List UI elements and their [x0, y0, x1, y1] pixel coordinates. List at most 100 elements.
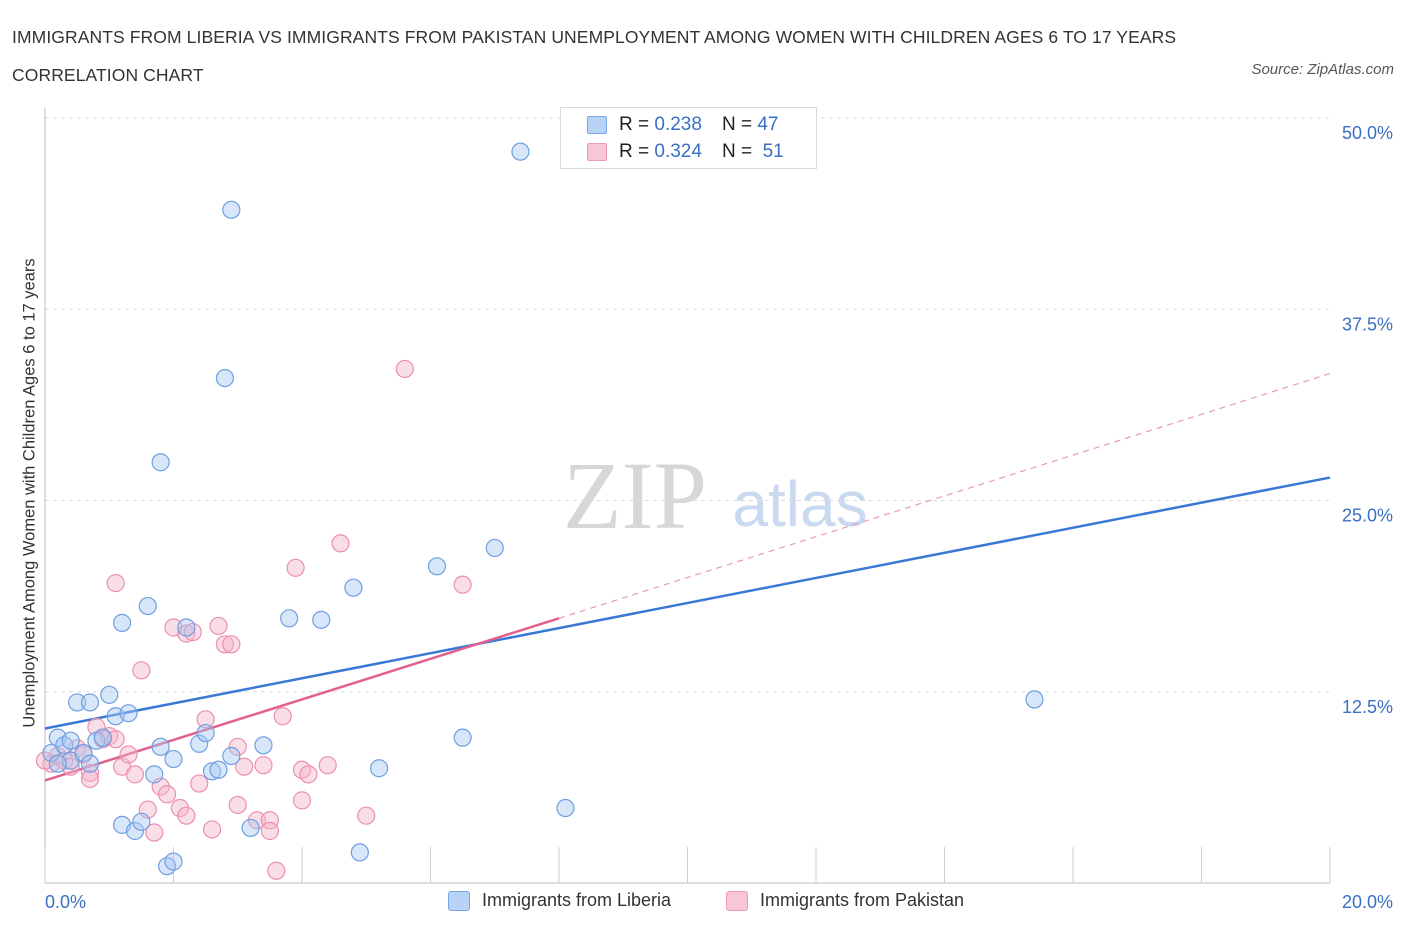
liberia-point	[164, 852, 183, 871]
liberia-r-value: 0.238	[654, 114, 702, 135]
legend-item-pakistan[interactable]: Immigrants from Pakistan	[726, 890, 964, 911]
stats-row-pakistan: R = 0.324 N = 51	[587, 139, 784, 165]
liberia-point	[511, 142, 530, 161]
pakistan-point	[215, 635, 234, 654]
pakistan-point	[125, 765, 145, 784]
liberia-point	[222, 746, 241, 766]
pakistan-n-value: 51	[762, 141, 784, 162]
n-label: N =	[721, 141, 753, 162]
data-points	[35, 142, 1044, 880]
watermark: ZIP atlas	[563, 442, 868, 549]
pakistan-point	[260, 811, 279, 830]
y-tick-label: 12.5%	[1342, 697, 1393, 717]
n-label: N =	[721, 114, 753, 135]
source-credit: Source: ZipAtlas.com	[1251, 61, 1394, 78]
liberia-point	[145, 765, 164, 784]
pakistan-point	[395, 359, 414, 379]
y-tick-label: 25.0%	[1342, 506, 1393, 526]
liberia-point	[453, 728, 472, 747]
pakistan-point	[254, 756, 273, 775]
x-tick-label: 0.0%	[45, 892, 86, 912]
chart-title: IMMIGRANTS FROM LIBERIA VS IMMIGRANTS FR…	[12, 27, 1177, 85]
liberia-trend-line	[44, 476, 1331, 730]
liberia-point	[215, 369, 234, 388]
pakistan-point	[190, 774, 209, 793]
legend-label-liberia: Immigrants from Liberia	[482, 890, 672, 910]
liberia-point	[100, 685, 119, 704]
y-tick-label: 37.5%	[1342, 314, 1393, 334]
trend-lines	[44, 372, 1331, 782]
liberia-point	[119, 704, 138, 723]
liberia-point	[344, 578, 363, 597]
pakistan-legend-swatch	[726, 890, 748, 911]
pakistan-point	[292, 760, 312, 779]
liberia-point	[80, 754, 100, 773]
liberia-point	[132, 812, 151, 831]
liberia-point	[209, 760, 228, 779]
legend-label-pakistan: Immigrants from Pakistan	[760, 890, 965, 910]
watermark-zip: ZIP	[563, 442, 707, 549]
liberia-point	[55, 736, 74, 755]
liberia-point	[151, 737, 170, 756]
pakistan-point	[119, 745, 138, 764]
liberia-swatch	[587, 116, 607, 134]
r-label: R =	[619, 114, 650, 135]
liberia-point	[61, 731, 80, 750]
liberia-point	[222, 200, 241, 219]
liberia-n-value: 47	[757, 114, 779, 135]
pakistan-point	[331, 534, 350, 553]
pakistan-point	[273, 707, 292, 726]
liberia-point	[202, 762, 222, 781]
pakistan-swatch	[587, 143, 607, 161]
stats-row-liberia: R = 0.238 N = 47	[587, 112, 778, 138]
liberia-point	[80, 693, 100, 712]
legend-item-liberia[interactable]: Immigrants from Liberia	[448, 890, 671, 911]
pakistan-point	[157, 785, 177, 804]
pakistan-point	[183, 622, 202, 642]
pakistan-trend-line	[44, 617, 560, 782]
liberia-point	[151, 453, 170, 472]
pakistan-r-value: 0.324	[654, 141, 702, 162]
liberia-point	[177, 618, 196, 637]
liberia-point	[48, 754, 67, 773]
series-legend: Immigrants from Liberia Immigrants from …	[0, 890, 1406, 914]
stats-legend: R = 0.238 N = 47 R = 0.324 N = 51	[560, 107, 817, 169]
liberia-point	[125, 821, 145, 841]
pakistan-point	[106, 574, 125, 593]
pakistan-point	[177, 806, 196, 825]
pakistan-point	[260, 821, 279, 841]
liberia-point	[241, 818, 260, 838]
liberia-point	[74, 743, 93, 763]
pakistan-point	[145, 823, 164, 842]
liberia-point	[112, 613, 132, 633]
pakistan-point	[292, 791, 312, 810]
liberia-point	[370, 759, 389, 778]
liberia-point	[1025, 690, 1044, 709]
pakistan-point	[228, 737, 247, 756]
y-tick-label: 50.0%	[1342, 123, 1393, 143]
pakistan-point	[202, 820, 222, 839]
pakistan-point	[453, 575, 472, 594]
liberia-point	[68, 693, 87, 712]
liberia-point	[312, 610, 331, 629]
pakistan-point	[286, 558, 305, 577]
pakistan-point	[196, 710, 215, 729]
watermark-atlas: atlas	[732, 468, 867, 540]
liberia-point	[485, 538, 504, 558]
liberia-point	[556, 798, 575, 818]
pakistan-trend-extension	[558, 372, 1331, 619]
liberia-point	[93, 728, 112, 747]
pakistan-point	[267, 861, 286, 880]
pakistan-point	[209, 616, 228, 636]
pakistan-point	[235, 757, 254, 776]
liberia-point	[190, 734, 209, 753]
r-label: R =	[619, 141, 650, 162]
liberia-point	[157, 857, 177, 876]
pakistan-point	[132, 661, 151, 680]
pakistan-point	[80, 763, 100, 782]
pakistan-point	[222, 635, 241, 654]
liberia-legend-swatch	[448, 890, 470, 911]
liberia-point	[164, 749, 183, 769]
pakistan-point	[357, 806, 376, 825]
